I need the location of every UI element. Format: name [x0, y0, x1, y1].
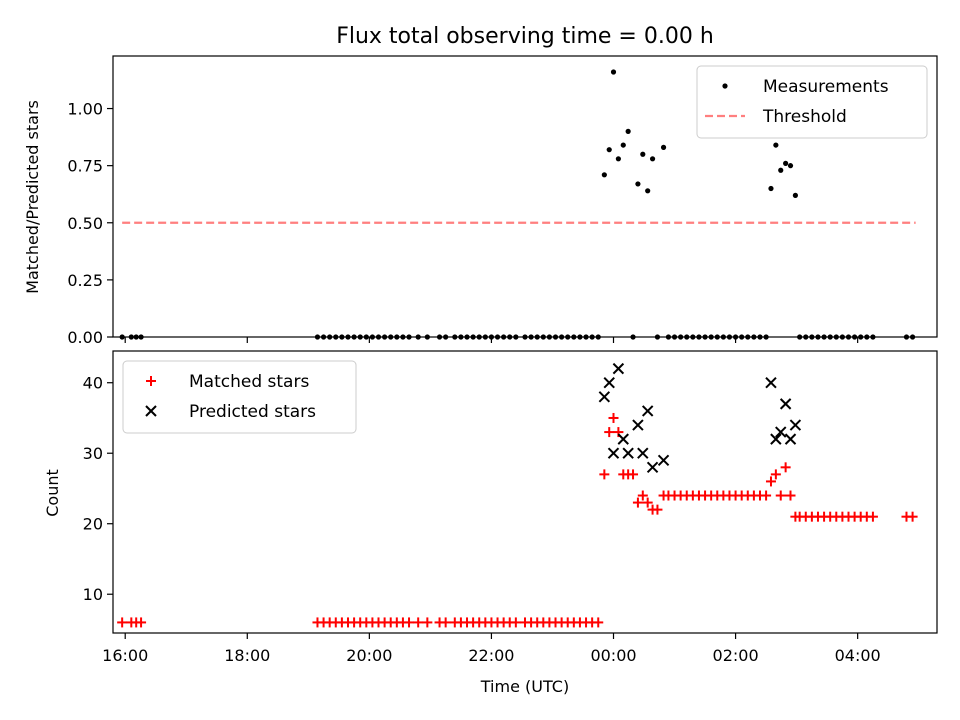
top-legend-box: [696, 65, 928, 139]
bottom-y-tick-label-3: 40: [83, 374, 103, 393]
bottom-series-matched-stars: [117, 412, 918, 628]
bottom-point-1-5: [622, 447, 634, 459]
bottom-point-0-19: [404, 617, 415, 628]
bottom-point-1-12: [770, 433, 782, 445]
bottom-point-0-47: [593, 617, 604, 628]
top-legend-swatch-0: [722, 83, 728, 89]
bottom-point-0-50: [608, 412, 619, 423]
top-point-0-50: [610, 69, 617, 75]
bottom-series-predicted-stars: [598, 362, 802, 474]
bottom-point-1-10: [657, 454, 670, 466]
top-legend-label-0: Measurements: [763, 77, 889, 97]
top-y-tick-label-3: 0.75: [67, 157, 103, 176]
bottom-point-0-79: [770, 469, 781, 480]
top-y-axis-label: Matched/Predicted stars: [23, 100, 42, 294]
bottom-y-tick-label-2: 30: [83, 444, 103, 463]
bottom-point-1-11: [765, 377, 777, 389]
top-legend: Measurements Threshold: [696, 65, 928, 139]
bottom-x-tick-label-4: 00:00: [590, 646, 636, 665]
bottom-point-0-96: [867, 511, 878, 522]
bottom-point-1-14: [779, 398, 792, 410]
bottom-point-0-82: [785, 490, 796, 501]
bottom-point-1-8: [641, 405, 654, 417]
bottom-point-0-48: [599, 469, 610, 480]
bottom-legend-swatch-1: [145, 405, 157, 417]
bottom-axes-frame: [112, 350, 938, 634]
bottom-point-1-4: [617, 433, 629, 445]
bottom-x-tick-label-0: 16:00: [102, 646, 148, 665]
chart-title: Flux total observing time = 0.00 h: [336, 24, 714, 49]
bottom-point-1-16: [789, 419, 802, 431]
bottom-point-1-13: [775, 426, 787, 438]
bottom-x-tick-label-6: 04:00: [835, 646, 881, 665]
top-legend-label-1: Threshold: [762, 107, 847, 127]
top-point-0-82: [787, 163, 794, 169]
bottom-point-0-23: [440, 617, 451, 628]
bottom-x-tick-label-5: 02:00: [713, 646, 759, 665]
top-point-0-52: [620, 142, 626, 148]
bottom-point-0-98: [907, 511, 918, 522]
bottom-legend-label-0: Matched stars: [189, 372, 309, 392]
top-point-0-79: [773, 142, 779, 148]
top-point-0-55: [635, 181, 641, 187]
bottom-point-0-0: [117, 617, 128, 628]
bottom-point-1-9: [646, 461, 659, 474]
bottom-point-0-54: [628, 469, 639, 480]
top-point-0-81: [783, 160, 789, 166]
bottom-legend-swatch-0: [146, 376, 156, 386]
top-point-0-83: [792, 192, 798, 198]
bottom-x-tick-label-3: 22:00: [468, 646, 514, 665]
bottom-point-0-81: [780, 462, 791, 473]
bottom-point-0-77: [761, 490, 772, 501]
top-point-0-53: [625, 128, 631, 134]
bottom-point-0-55: [632, 497, 643, 508]
bottom-y-tick-label-1: 20: [83, 515, 103, 534]
bottom-y-axis-label: Count: [43, 469, 62, 517]
bottom-point-0-59: [652, 504, 663, 515]
top-axes-frame: [112, 55, 938, 338]
bottom-point-0-49: [604, 427, 615, 438]
bottom-point-1-0: [598, 391, 611, 403]
x-axis-label: Time (UTC): [480, 677, 569, 696]
bottom-point-0-21: [422, 617, 433, 628]
top-y-tick-label-0: 0.00: [67, 328, 103, 347]
bottom-point-1-15: [784, 433, 797, 445]
top-point-0-78: [768, 185, 774, 192]
top-point-0-58: [649, 156, 656, 162]
bottom-legend-box: [122, 360, 357, 434]
bottom-legend-label-1: Predicted stars: [189, 402, 316, 422]
top-y-tick-label-1: 0.25: [67, 271, 103, 290]
top-panel: 0.00 0.25 0.50 0.75 1.00 Measurements Threshol…: [67, 55, 938, 347]
top-point-0-48: [601, 172, 607, 178]
bottom-point-0-20: [413, 617, 424, 628]
bottom-point-0-80: [775, 490, 786, 501]
top-point-0-49: [606, 147, 612, 153]
bottom-legend: Matched stars Predicted stars: [122, 360, 357, 434]
bottom-point-0-3: [136, 617, 147, 628]
top-point-0-51: [615, 156, 621, 162]
top-y-tick-label-4: 1.00: [67, 100, 103, 119]
bottom-point-1-3: [612, 362, 625, 375]
bottom-point-1-7: [637, 447, 649, 459]
top-point-0-56: [640, 151, 646, 157]
bottom-x-tick-label-1: 18:00: [224, 646, 270, 665]
top-point-0-57: [645, 188, 651, 194]
bottom-panel: 16:00 18:00 20:00 22:00 00:00 02:00 04:00 10 20 3…: [83, 350, 938, 665]
bottom-point-1-1: [603, 377, 615, 389]
bottom-point-1-6: [632, 419, 644, 431]
bottom-y-tick-label-0: 10: [83, 585, 103, 604]
bottom-point-0-56: [637, 490, 648, 501]
bottom-x-tick-label-2: 20:00: [346, 646, 392, 665]
top-point-0-80: [778, 167, 784, 173]
top-point-0-60: [660, 144, 667, 150]
bottom-point-0-34: [510, 617, 521, 628]
bottom-point-0-57: [642, 497, 653, 508]
bottom-point-0-78: [765, 476, 776, 487]
bottom-point-1-2: [607, 447, 620, 459]
top-y-tick-label-2: 0.50: [67, 214, 103, 233]
